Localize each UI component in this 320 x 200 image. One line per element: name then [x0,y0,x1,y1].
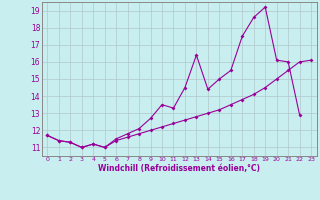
X-axis label: Windchill (Refroidissement éolien,°C): Windchill (Refroidissement éolien,°C) [98,164,260,173]
